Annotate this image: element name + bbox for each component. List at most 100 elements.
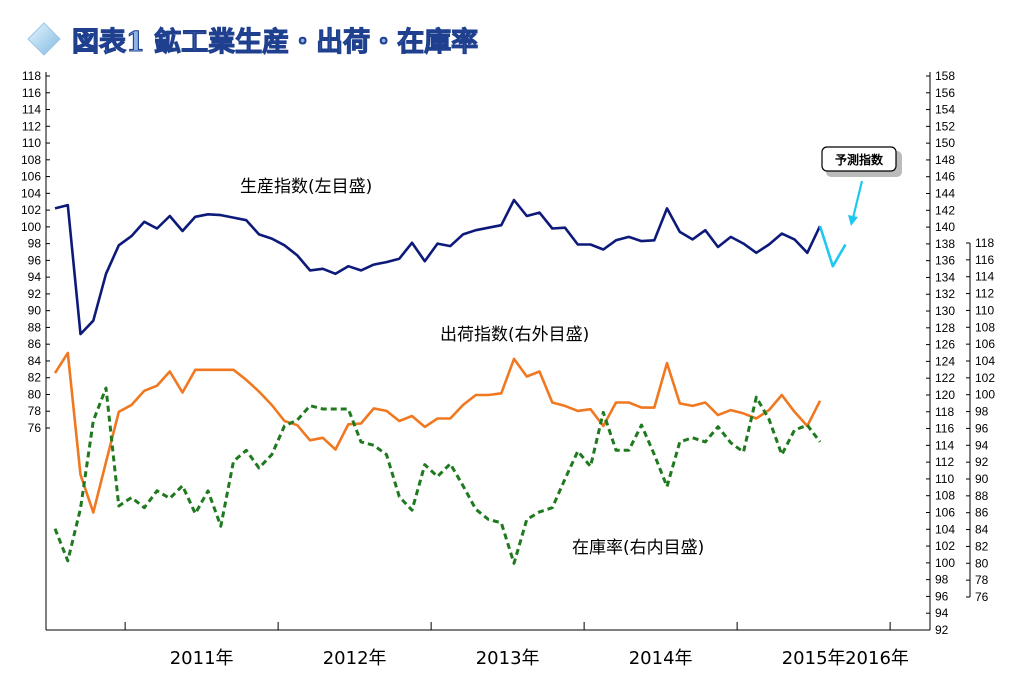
right-outer-tick-label: 132	[935, 287, 955, 301]
right-outer-tick-label: 152	[935, 119, 955, 133]
right-inner-tick-label: 106	[975, 337, 995, 351]
right-outer-tick-label: 118	[935, 405, 954, 419]
right-inner-tick-label: 100	[975, 388, 995, 402]
right-inner-tick-label: 90	[975, 472, 989, 486]
right-inner-axis-ticks: 118 116 114 112 110 108 106 104 102 100 98 96 94 92 90…	[966, 236, 995, 604]
right-outer-tick-label: 100	[935, 556, 955, 570]
left-tick-label: 100	[21, 220, 41, 234]
left-tick-label: 96	[28, 253, 42, 267]
x-axis-ticks: 2011年 2012年 2013年 2014年 2015年 2016年	[45, 622, 909, 669]
series-layer	[53, 198, 847, 565]
callout-arrow	[851, 180, 864, 219]
right-outer-tick-label: 120	[935, 388, 955, 402]
x-tick-label: 2012年	[323, 648, 387, 669]
right-outer-tick-label: 130	[935, 304, 955, 318]
left-tick-label: 90	[28, 304, 42, 318]
callout-arrowhead	[848, 215, 858, 226]
right-outer-tick-label: 104	[935, 522, 955, 536]
left-tick-label: 102	[21, 203, 41, 217]
right-outer-tick-label: 154	[935, 103, 955, 117]
x-tick-label: 2013年	[476, 648, 540, 669]
right-outer-tick-label: 142	[935, 203, 955, 217]
left-tick-label: 104	[21, 186, 41, 200]
right-outer-tick-label: 136	[935, 254, 955, 268]
right-outer-axis-ticks: 158 156 154 152 150 148 146 144 142 140 138 136 134 1…	[926, 69, 955, 637]
right-inner-tick-label: 98	[975, 405, 989, 419]
right-outer-tick-label: 150	[935, 136, 955, 150]
right-inner-tick-label: 82	[975, 539, 989, 553]
right-inner-tick-label: 94	[975, 438, 989, 452]
callout-text: 予測指数	[835, 152, 884, 167]
right-outer-tick-label: 102	[935, 539, 955, 553]
left-tick-label: 114	[22, 103, 41, 117]
right-outer-tick-label: 96	[935, 589, 949, 603]
series-line	[54, 198, 822, 336]
inventory-label: 在庫率(右内目盛)	[572, 538, 704, 558]
left-tick-label: 80	[28, 387, 42, 401]
left-tick-label: 92	[28, 287, 42, 301]
right-inner-tick-label: 110	[975, 303, 994, 317]
left-tick-label: 118	[22, 69, 41, 83]
right-inner-tick-label: 118	[975, 236, 994, 250]
right-outer-tick-label: 148	[935, 153, 955, 167]
left-tick-label: 112	[22, 119, 41, 133]
right-outer-tick-label: 108	[935, 489, 955, 503]
right-inner-tick-label: 112	[975, 287, 994, 301]
right-inner-tick-label: 92	[975, 455, 989, 469]
left-tick-label: 110	[22, 136, 41, 150]
right-outer-tick-label: 92	[935, 623, 949, 637]
right-outer-tick-label: 158	[935, 69, 955, 83]
right-inner-tick-label: 96	[975, 421, 989, 435]
left-tick-label: 78	[28, 404, 42, 418]
callout-box	[821, 146, 897, 172]
right-outer-tick-label: 156	[935, 86, 955, 100]
right-outer-tick-label: 114	[935, 438, 954, 452]
right-inner-tick-label: 88	[975, 489, 989, 503]
right-inner-tick-label: 114	[975, 270, 994, 284]
right-inner-tick-label: 86	[975, 506, 989, 520]
right-outer-tick-label: 140	[935, 220, 955, 234]
right-outer-tick-label: 126	[935, 338, 955, 352]
right-outer-tick-label: 94	[935, 606, 949, 620]
title-text: 図表1 鉱工業生産・出荷・在庫率	[72, 26, 478, 58]
right-outer-tick-label: 124	[935, 354, 955, 368]
right-outer-tick-label: 144	[935, 187, 955, 201]
right-inner-tick-label: 76	[975, 590, 989, 604]
series-line	[53, 386, 822, 565]
left-tick-label: 84	[28, 354, 42, 368]
right-outer-tick-label: 98	[935, 573, 949, 587]
right-outer-tick-label: 106	[935, 505, 955, 519]
left-tick-label: 82	[28, 371, 42, 385]
left-tick-label: 76	[28, 421, 42, 435]
left-tick-label: 94	[28, 270, 42, 284]
left-tick-label: 116	[22, 86, 41, 100]
right-outer-tick-label: 122	[935, 371, 955, 385]
axes	[45, 72, 971, 631]
forecast-callout: 予測指数	[821, 146, 902, 226]
right-inner-tick-label: 104	[975, 354, 995, 368]
x-tick-label: 2011年	[170, 648, 234, 669]
right-outer-tick-label: 138	[935, 237, 955, 251]
right-outer-tick-label: 110	[935, 472, 954, 486]
shipment-label: 出荷指数(右外目盛)	[440, 325, 589, 345]
production-label: 生産指数(左目盛)	[240, 177, 372, 197]
x-tick-label: 2016年	[845, 648, 909, 669]
right-inner-tick-label: 116	[975, 253, 994, 267]
left-tick-label: 108	[21, 153, 41, 167]
right-outer-tick-label: 112	[935, 455, 954, 469]
right-inner-tick-label: 78	[975, 573, 989, 587]
right-outer-tick-label: 128	[935, 321, 955, 335]
chart-title: 図表1 鉱工業生産・出荷・在庫率	[27, 22, 479, 59]
right-inner-tick-label: 108	[975, 320, 995, 334]
left-tick-label: 86	[28, 337, 42, 351]
left-axis-ticks: 118 116 114 112 110 108 106 104 102 100 98 96 94 92 90…	[21, 69, 50, 435]
diamond-icon	[27, 22, 61, 56]
left-tick-label: 88	[28, 320, 42, 334]
left-tick-label: 98	[28, 237, 42, 251]
x-tick-label: 2015年	[782, 648, 846, 669]
x-tick-label: 2014年	[629, 648, 693, 669]
right-outer-tick-label: 134	[935, 270, 955, 284]
left-tick-label: 106	[21, 170, 41, 184]
right-inner-tick-label: 102	[975, 371, 995, 385]
